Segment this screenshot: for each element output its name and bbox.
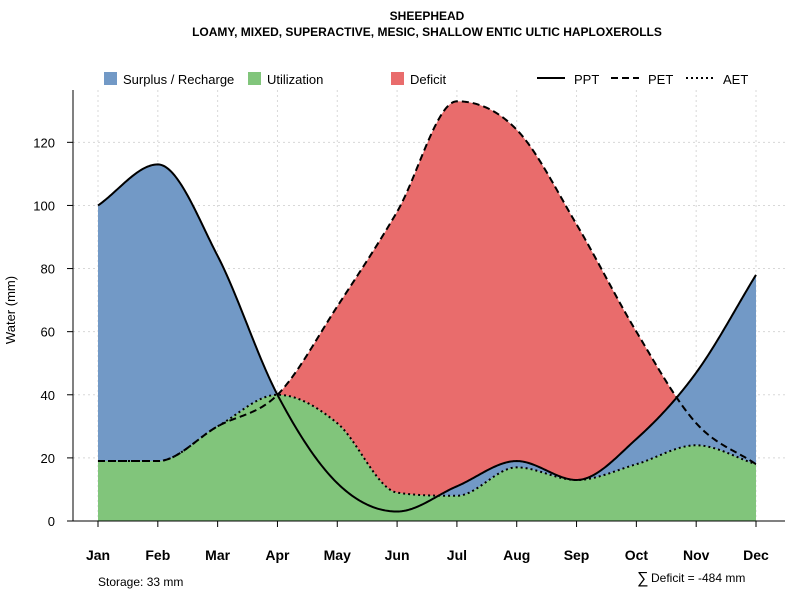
x-tick-label-jun: Jun (385, 547, 410, 563)
x-tick-label-sep: Sep (564, 547, 590, 563)
legend-swatch-deficit (391, 72, 404, 85)
x-tick-label-may: May (324, 547, 351, 563)
x-tick-label-feb: Feb (145, 547, 170, 563)
x-tick-label-aug: Aug (503, 547, 530, 563)
legend-label-utilization: Utilization (267, 72, 323, 87)
deficit-annotation: Deficit = -484 mm (651, 571, 745, 585)
surplus-recharge-area (98, 164, 756, 496)
legend-label-deficit: Deficit (410, 72, 447, 87)
sum-symbol: ∑ (637, 570, 648, 587)
chart-subtitle: LOAMY, MIXED, SUPERACTIVE, MESIC, SHALLO… (192, 25, 662, 39)
aet-line (98, 393, 757, 497)
deficit-area (98, 101, 756, 496)
x-tick-label-mar: Mar (205, 547, 230, 563)
storage-annotation: Storage: 33 mm (98, 575, 183, 589)
legend-label-aet: AET (723, 72, 748, 87)
legend-label-surplus: Surplus / Recharge (123, 72, 234, 87)
y-tick-label: 0 (48, 514, 55, 529)
ppt-line (97, 163, 757, 513)
legend-label-pet: PET (648, 72, 673, 87)
legend-swatch-surplus (104, 72, 117, 85)
x-tick-label-apr: Apr (265, 547, 290, 563)
y-tick-label: 40 (41, 388, 55, 403)
legend: Surplus / Recharge Utilization Deficit P… (104, 72, 748, 87)
x-tick-label-oct: Oct (625, 547, 649, 563)
x-tick-label-dec: Dec (743, 547, 769, 563)
series-lines (97, 100, 757, 513)
chart-title: SHEEPHEAD (390, 9, 465, 23)
x-tick-label-jan: Jan (86, 547, 110, 563)
y-tick-label: 100 (33, 198, 55, 213)
y-tick-label: 20 (41, 451, 55, 466)
y-tick-label: 80 (41, 262, 55, 277)
y-tick-label: 60 (41, 325, 55, 340)
legend-swatch-utilization (248, 72, 261, 85)
axes: 0 20 40 60 80 100 120 Jan Feb Mar Apr May Jun Jul Aug S… (33, 90, 785, 563)
y-tick-label: 120 (33, 135, 55, 150)
x-tick-label-nov: Nov (683, 547, 710, 563)
utilization-area (98, 394, 756, 521)
y-axis-label: Water (mm) (3, 276, 18, 344)
area-fills (98, 101, 756, 521)
legend-label-ppt: PPT (574, 72, 599, 87)
x-tick-label-jul: Jul (447, 547, 467, 563)
